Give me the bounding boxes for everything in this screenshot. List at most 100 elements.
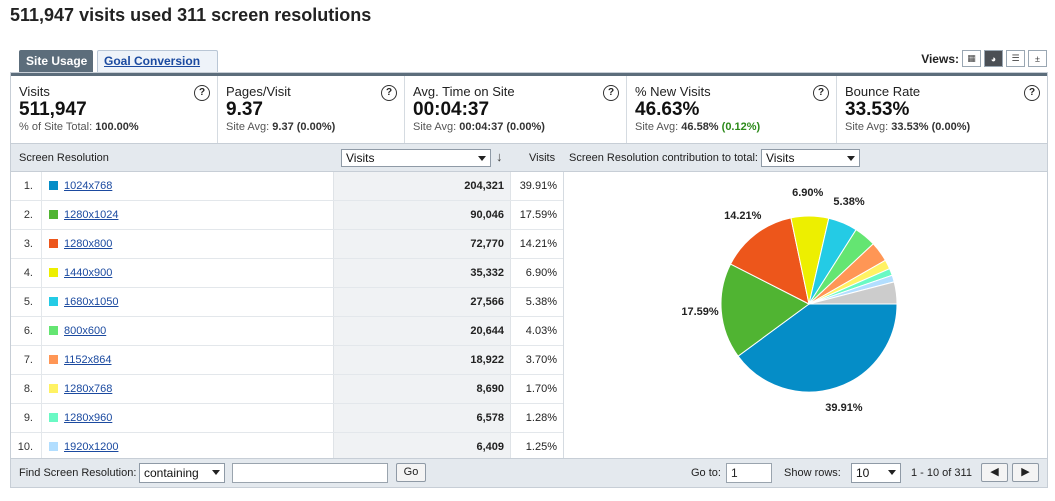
row-visits: 35,332 xyxy=(333,259,510,287)
metric-select[interactable]: Visits xyxy=(341,149,491,167)
row-percent: 5.38% xyxy=(510,288,563,316)
pie-view-icon[interactable]: ◕ xyxy=(984,50,1003,67)
help-icon[interactable]: ? xyxy=(381,85,397,101)
table-row: 4. 1440x900 35,332 6.90% xyxy=(11,259,563,288)
row-dimension: 1280x800 xyxy=(41,230,333,258)
table-view-icon[interactable]: ▦ xyxy=(962,50,981,67)
table-row: 2. 1280x1024 90,046 17.59% xyxy=(11,201,563,230)
row-visits: 6,578 xyxy=(333,404,510,432)
report-frame: Visits 511,947 % of Site Total: 100.00% … xyxy=(10,72,1048,488)
row-number: 9. xyxy=(23,412,33,424)
search-input[interactable] xyxy=(232,463,388,483)
legend-swatch xyxy=(49,355,58,364)
pie-data-label: 14.21% xyxy=(724,209,762,222)
col-visits-pct[interactable]: Visits xyxy=(529,152,556,164)
row-number: 3. xyxy=(23,238,33,250)
resolution-link[interactable]: 1680x1050 xyxy=(64,296,119,308)
row-percent: 3.70% xyxy=(510,346,563,374)
row-number: 5. xyxy=(23,296,33,308)
legend-swatch xyxy=(49,268,58,277)
metric-pages-visit: Pages/Visit 9.37 Site Avg: 9.37 (0.00%) … xyxy=(218,76,405,143)
resolution-link[interactable]: 1280x1024 xyxy=(64,209,119,221)
go-button[interactable]: Go xyxy=(396,463,426,482)
row-number: 7. xyxy=(23,354,33,366)
chevron-down-icon xyxy=(212,470,220,475)
table-row: 3. 1280x800 72,770 14.21% xyxy=(11,230,563,259)
comparison-view-icon[interactable]: ± xyxy=(1028,50,1047,67)
row-number: 1. xyxy=(23,180,33,192)
row-number: 4. xyxy=(23,267,33,279)
pie-slice[interactable] xyxy=(720,263,810,357)
resolution-link[interactable]: 1440x900 xyxy=(64,267,113,279)
metric-label: Visits xyxy=(19,84,50,99)
metric-sub: Site Avg: 9.37 (0.00%) xyxy=(226,121,336,133)
row-number: 10. xyxy=(17,441,33,453)
pie-slice[interactable] xyxy=(808,281,898,305)
metric-new-visits: % New Visits 46.63% Site Avg: 46.58% (0.… xyxy=(627,76,837,143)
table-row: 10. 1920x1200 6,409 1.25% xyxy=(11,433,563,462)
table-row: 1. 1024x768 204,321 39.91% xyxy=(11,172,563,201)
metric-value: 33.53% xyxy=(845,99,910,120)
row-percent: 39.91% xyxy=(510,172,563,200)
resolution-link[interactable]: 1280x768 xyxy=(64,383,113,395)
resolution-link[interactable]: 1024x768 xyxy=(64,180,113,192)
chevron-down-icon xyxy=(478,156,486,161)
help-icon[interactable]: ? xyxy=(194,85,210,101)
tab-site-usage[interactable]: Site Usage xyxy=(19,50,93,72)
resolution-link[interactable]: 1280x800 xyxy=(64,238,113,250)
resolution-link[interactable]: 1920x1200 xyxy=(64,441,119,453)
metric-avg-time: Avg. Time on Site 00:04:37 Site Avg: 00:… xyxy=(405,76,627,143)
metric-sub: Site Avg: 00:04:37 (0.00%) xyxy=(413,121,545,133)
metric-value: 511,947 xyxy=(19,99,87,120)
sort-desc-icon[interactable]: ↓ xyxy=(496,149,503,164)
table-row: 5. 1680x1050 27,566 5.38% xyxy=(11,288,563,317)
row-dimension: 1024x768 xyxy=(41,172,333,200)
row-visits: 8,690 xyxy=(333,375,510,403)
row-percent: 1.28% xyxy=(510,404,563,432)
legend-swatch xyxy=(49,413,58,422)
metric-sub: Site Avg: 46.58% (0.12%) xyxy=(635,121,761,133)
row-dimension: 1680x1050 xyxy=(41,288,333,316)
goto-input[interactable]: 1 xyxy=(726,463,772,483)
legend-swatch xyxy=(49,297,58,306)
resolution-link[interactable]: 1280x960 xyxy=(64,412,113,424)
table-header: Screen Resolution Visits ↓ Visits Screen… xyxy=(11,143,1047,172)
next-page-button[interactable]: ▶ xyxy=(1012,463,1039,482)
pie-slice[interactable] xyxy=(729,217,810,305)
row-percent: 6.90% xyxy=(510,259,563,287)
page-title: 511,947 visits used 311 screen resolutio… xyxy=(10,5,372,25)
help-icon[interactable]: ? xyxy=(603,85,619,101)
legend-swatch xyxy=(49,239,58,248)
row-visits: 204,321 xyxy=(333,172,510,200)
views-label: Views: xyxy=(921,52,959,66)
help-icon[interactable]: ? xyxy=(813,85,829,101)
performance-view-icon[interactable]: ☰ xyxy=(1006,50,1025,67)
show-rows-select[interactable]: 10 xyxy=(851,463,901,483)
find-label: Find Screen Resolution: xyxy=(19,467,137,479)
row-percent: 1.70% xyxy=(510,375,563,403)
row-dimension: 1440x900 xyxy=(41,259,333,287)
resolution-link[interactable]: 1152x864 xyxy=(64,354,112,366)
pie-data-label: 17.59% xyxy=(681,305,719,318)
row-percent: 14.21% xyxy=(510,230,563,258)
row-percent: 4.03% xyxy=(510,317,563,345)
pie-data-label: 5.38% xyxy=(833,195,865,208)
row-number: 2. xyxy=(23,209,33,221)
prev-page-button[interactable]: ◀ xyxy=(981,463,1008,482)
row-visits: 6,409 xyxy=(333,433,510,461)
row-dimension: 800x600 xyxy=(41,317,333,345)
pie-chart xyxy=(720,215,898,393)
match-type-select[interactable]: containing xyxy=(139,463,225,483)
pie-slice[interactable] xyxy=(737,303,898,393)
range-text: 1 - 10 of 311 xyxy=(911,467,972,479)
contribution-select[interactable]: Visits xyxy=(761,149,860,167)
pie-data-label: 6.90% xyxy=(792,187,824,199)
legend-swatch xyxy=(49,181,58,190)
resolution-link[interactable]: 800x600 xyxy=(64,325,107,337)
pie-data-label: 39.91% xyxy=(825,401,863,414)
row-dimension: 1280x1024 xyxy=(41,201,333,229)
tab-goal-conversion[interactable]: Goal Conversion xyxy=(97,50,218,72)
col-screen-resolution[interactable]: Screen Resolution xyxy=(19,152,109,164)
row-visits: 90,046 xyxy=(333,201,510,229)
help-icon[interactable]: ? xyxy=(1024,85,1040,101)
